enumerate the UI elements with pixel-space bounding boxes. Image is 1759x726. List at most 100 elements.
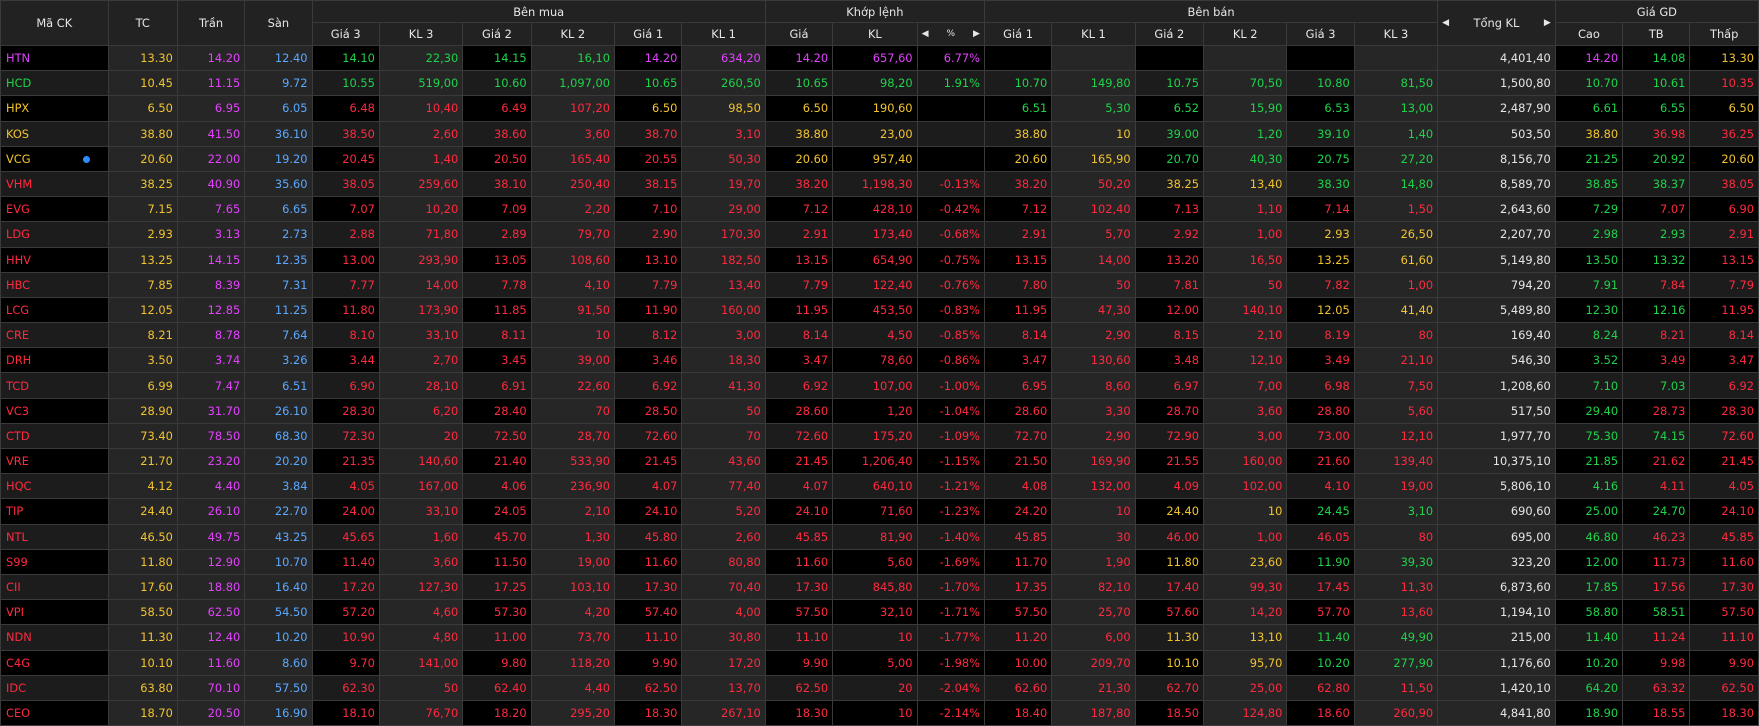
col-header-match-volume[interactable]: KL xyxy=(832,22,918,46)
stock-symbol[interactable]: HBC xyxy=(0,271,109,298)
stock-symbol[interactable]: CRE xyxy=(0,322,109,349)
percent-toggle-icon[interactable]: % xyxy=(946,29,956,39)
table-row[interactable]: EVG 7.15 7.65 6.65 7.07 10,20 7.09 2,20 7.10 29,0… xyxy=(0,196,1759,223)
table-row[interactable]: HBC 7.85 8.39 7.31 7.77 14,00 7.78 4,10 7.79 13,4… xyxy=(0,271,1759,298)
table-row[interactable]: LDG 2.93 3.13 2.73 2.88 71,80 2.89 79,70 2.90 170… xyxy=(0,221,1759,248)
stock-symbol[interactable]: VHM xyxy=(0,170,109,198)
table-row[interactable]: TCD 6.99 7.47 6.51 6.90 28,10 6.91 22,60 6.92 41,… xyxy=(0,372,1759,399)
table-row[interactable]: VRE 21.70 23.20 20.20 21.35 140,60 21.40 533,90… xyxy=(0,447,1759,475)
table-row[interactable]: VCG 20.60 22.00 19.20 20.45 1,40 20.50 165,40 20… xyxy=(0,145,1759,172)
stock-symbol[interactable]: VCG xyxy=(0,145,109,172)
bid-price-3: 7.77 xyxy=(311,271,380,298)
stock-symbol[interactable]: NTL xyxy=(0,523,109,550)
table-row[interactable]: HHV 13.25 14.15 12.35 13.00 293,90 13.05 108,60… xyxy=(0,246,1759,273)
stock-symbol[interactable]: VRE xyxy=(0,447,109,475)
col-header-ask-vol-3[interactable]: KL 3 xyxy=(1353,22,1439,46)
stock-symbol[interactable]: DRH xyxy=(0,347,109,374)
table-row[interactable]: S99 11.80 12.90 10.70 11.40 3,60 11.50 19,00 11.… xyxy=(0,548,1759,575)
table-row[interactable]: CEO 18.70 20.50 16.90 18.10 76,70 18.20 295,20 1… xyxy=(0,699,1759,726)
change-percent: -0.42% xyxy=(916,196,985,223)
stock-symbol[interactable]: TCD xyxy=(0,372,109,399)
table-row[interactable]: VC3 28.90 31.70 26.10 28.30 6,20 28.40 70 28.50 5… xyxy=(0,397,1759,424)
col-header-bid-price-1[interactable]: Giá 1 xyxy=(614,22,683,46)
next-column-icon[interactable]: ▶ xyxy=(1543,18,1551,28)
table-row[interactable]: CRE 8.21 8.78 7.64 8.10 33,10 8.11 10 8.12 3,00 8.… xyxy=(0,322,1759,349)
table-row[interactable]: DRH 3.50 3.74 3.26 3.44 2,70 3.45 39,00 3.46 18,3… xyxy=(0,347,1759,374)
col-header-ref[interactable]: TC xyxy=(107,0,178,46)
floor-price: 19.20 xyxy=(244,145,313,172)
table-row[interactable]: NDN 11.30 12.40 10.20 10.90 4,80 11.00 73,70 11.… xyxy=(0,624,1759,651)
stock-symbol[interactable]: HTN xyxy=(0,44,109,72)
table-row[interactable]: VPI 58.50 62.50 54.50 57.20 4,60 57.30 4,20 57.4… xyxy=(0,599,1759,626)
col-header-avg[interactable]: TB xyxy=(1622,22,1691,46)
prev-column-icon[interactable]: ◀ xyxy=(1442,18,1450,28)
col-header-symbol[interactable]: Mã CK xyxy=(0,0,109,46)
col-header-bid-vol-2[interactable]: KL 2 xyxy=(530,22,616,46)
bid-vol-1: 17,20 xyxy=(681,649,766,676)
col-header-match-price[interactable]: Giá xyxy=(764,22,834,46)
ask-vol-1: 130,60 xyxy=(1051,347,1136,374)
stock-symbol[interactable]: S99 xyxy=(0,548,109,575)
ask-price-1: 7.80 xyxy=(983,271,1053,298)
stock-symbol[interactable]: CEO xyxy=(0,699,109,726)
col-header-total-volume[interactable]: ◀ Tổng KL ▶ xyxy=(1437,0,1556,46)
stock-symbol[interactable]: HQC xyxy=(0,473,109,500)
table-row[interactable]: HCD 10.45 11.15 9.72 10.55 519,00 10.60 1,097,0… xyxy=(0,70,1759,97)
bid-price-3: 45.65 xyxy=(311,523,380,550)
match-price: 45.85 xyxy=(764,523,834,550)
table-row[interactable]: C4G 10.10 11.60 8.60 9.70 141,00 9.80 118,20 9.9… xyxy=(0,649,1759,676)
ask-vol-2: 1,10 xyxy=(1202,196,1288,223)
table-row[interactable]: CTD 73.40 78.50 68.30 72.30 20 72.50 28,70 72.60… xyxy=(0,422,1759,450)
stock-symbol[interactable]: HCD xyxy=(0,70,109,97)
table-row[interactable]: KOS 38.80 41.50 36.10 38.50 2,60 38.60 3,60 38.7… xyxy=(0,120,1759,147)
col-header-ask-vol-2[interactable]: KL 2 xyxy=(1202,22,1288,46)
col-header-bid-price-2[interactable]: Giá 2 xyxy=(462,22,532,46)
next-column-icon[interactable]: ▶ xyxy=(972,29,980,39)
floor-price: 16.40 xyxy=(244,573,313,601)
bid-vol-3: 140,60 xyxy=(378,447,464,475)
col-header-high[interactable]: Cao xyxy=(1554,22,1624,46)
ask-price-3: 13.25 xyxy=(1286,246,1355,273)
table-row[interactable]: HQC 4.12 4.40 3.84 4.05 167,00 4.06 236,90 4.07 7… xyxy=(0,473,1759,500)
table-row[interactable]: LCG 12.05 12.85 11.25 11.80 173,90 11.85 91,50 1… xyxy=(0,296,1759,324)
stock-symbol[interactable]: NDN xyxy=(0,624,109,651)
col-header-ask-price-2[interactable]: Giá 2 xyxy=(1134,22,1205,46)
table-row[interactable]: HTN 13.30 14.20 12.40 14.10 22,30 14.15 16,10 14… xyxy=(0,44,1759,72)
avg-price: 3.49 xyxy=(1622,347,1691,374)
stock-symbol[interactable]: CTD xyxy=(0,422,109,450)
stock-symbol[interactable]: TIP xyxy=(0,498,109,525)
stock-symbol[interactable]: IDC xyxy=(0,674,109,701)
stock-symbol[interactable]: EVG xyxy=(0,196,109,223)
table-row[interactable]: VHM 38.25 40.90 35.60 38.05 259,60 38.10 250,40… xyxy=(0,170,1759,198)
ceiling-price: 78.50 xyxy=(176,422,246,450)
stock-symbol[interactable]: VC3 xyxy=(0,397,109,424)
stock-symbol[interactable]: LDG xyxy=(0,221,109,248)
prev-column-icon[interactable]: ◀ xyxy=(921,29,929,39)
stock-symbol[interactable]: CII xyxy=(0,573,109,601)
table-row[interactable]: IDC 63.80 70.10 57.50 62.30 50 62.40 4,40 62.50 1… xyxy=(0,674,1759,701)
stock-symbol[interactable]: HPX xyxy=(0,95,109,122)
table-row[interactable]: TIP 24.40 26.10 22.70 24.00 33,10 24.05 2,10 24.… xyxy=(0,498,1759,525)
info-dot-icon[interactable] xyxy=(82,155,90,163)
stock-symbol[interactable]: LCG xyxy=(0,296,109,324)
col-header-ask-vol-1[interactable]: KL 1 xyxy=(1051,22,1136,46)
high-price: 11.40 xyxy=(1554,624,1624,651)
col-header-bid-price-3[interactable]: Giá 3 xyxy=(311,22,380,46)
ask-price-2: 20.70 xyxy=(1134,145,1205,172)
stock-symbol[interactable]: HHV xyxy=(0,246,109,273)
col-header-bid-vol-3[interactable]: KL 3 xyxy=(378,22,464,46)
table-row[interactable]: HPX 6.50 6.95 6.05 6.48 10,40 6.49 107,20 6.50 98… xyxy=(0,95,1759,122)
col-header-floor[interactable]: Sàn xyxy=(244,0,313,46)
col-header-ceiling[interactable]: Trần xyxy=(176,0,246,46)
col-header-ask-price-3[interactable]: Giá 3 xyxy=(1286,22,1355,46)
col-header-bid-vol-1[interactable]: KL 1 xyxy=(681,22,766,46)
floor-price: 7.64 xyxy=(244,322,313,349)
col-header-ask-price-1[interactable]: Giá 1 xyxy=(983,22,1053,46)
col-header-low[interactable]: Thấp xyxy=(1689,22,1759,46)
table-row[interactable]: NTL 46.50 49.75 43.25 45.65 1,60 45.70 1,30 45.8… xyxy=(0,523,1759,550)
table-row[interactable]: CII 17.60 18.80 16.40 17.20 127,30 17.25 103,10… xyxy=(0,573,1759,601)
stock-symbol[interactable]: C4G xyxy=(0,649,109,676)
stock-symbol[interactable]: VPI xyxy=(0,599,109,626)
col-header-change-toggle[interactable]: ◀ % ▶ xyxy=(916,22,985,46)
stock-symbol[interactable]: KOS xyxy=(0,120,109,147)
